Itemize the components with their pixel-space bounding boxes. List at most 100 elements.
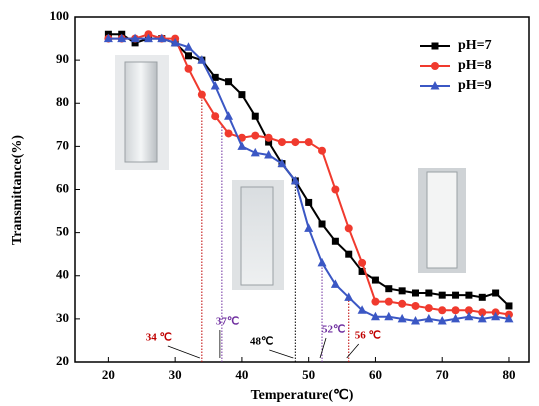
marker xyxy=(251,112,259,120)
marker xyxy=(345,250,353,258)
marker xyxy=(398,299,407,308)
marker xyxy=(438,291,446,299)
annotation-label: 52℃ xyxy=(322,324,345,336)
annotation-arrow xyxy=(269,349,294,359)
marker xyxy=(318,146,327,155)
x-tick-label: 70 xyxy=(436,367,449,382)
y-tick-label: 30 xyxy=(56,310,69,325)
marker xyxy=(103,33,113,43)
marker xyxy=(464,306,473,315)
x-tick-label: 80 xyxy=(502,367,515,382)
marker xyxy=(437,316,447,325)
marker xyxy=(330,279,340,288)
marker xyxy=(238,91,246,99)
marker xyxy=(170,37,180,47)
marker xyxy=(464,311,474,321)
marker xyxy=(425,289,433,297)
marker xyxy=(465,291,473,299)
y-tick-label: 90 xyxy=(56,51,69,66)
marker xyxy=(358,258,367,267)
marker xyxy=(184,64,193,73)
y-tick-label: 80 xyxy=(56,94,69,109)
marker xyxy=(210,81,220,90)
marker xyxy=(157,33,167,43)
marker xyxy=(130,33,140,43)
x-tick-label: 60 xyxy=(369,367,382,382)
marker xyxy=(224,129,233,138)
marker xyxy=(318,220,326,228)
marker xyxy=(370,311,380,321)
y-tick-label: 100 xyxy=(50,8,70,23)
series xyxy=(103,33,514,325)
marker xyxy=(117,33,127,43)
y-tick-label: 70 xyxy=(56,137,69,152)
marker xyxy=(438,306,447,315)
marker xyxy=(477,313,487,323)
marker xyxy=(305,198,313,206)
marker xyxy=(412,289,419,297)
marker xyxy=(304,223,314,232)
legend-marker xyxy=(431,62,439,70)
marker xyxy=(358,267,366,275)
marker xyxy=(265,138,273,146)
marker xyxy=(505,302,513,310)
y-tick-label: 50 xyxy=(56,224,69,239)
marker xyxy=(317,257,327,267)
y-tick-label: 40 xyxy=(56,267,69,282)
x-tick-label: 50 xyxy=(302,367,315,382)
legend-label: pH=7 xyxy=(458,38,492,53)
marker xyxy=(290,175,300,185)
y-axis-title: Transmittance(%) xyxy=(10,135,25,245)
marker xyxy=(371,276,379,284)
x-tick-label: 30 xyxy=(169,367,182,382)
annotation-label: 48℃ xyxy=(250,336,273,348)
marker xyxy=(478,308,487,317)
marker xyxy=(331,237,339,245)
marker xyxy=(277,138,286,147)
marker xyxy=(424,313,434,323)
marker xyxy=(344,292,354,301)
marker xyxy=(225,78,233,86)
marker xyxy=(184,42,193,51)
marker xyxy=(304,138,313,147)
marker xyxy=(251,131,260,140)
photo xyxy=(418,168,466,273)
marker xyxy=(264,133,273,142)
marker xyxy=(411,301,420,310)
marker xyxy=(264,150,274,159)
annotation-label: 37℃ xyxy=(216,316,239,328)
annotation-label: 56 ℃ xyxy=(355,330,381,342)
marker xyxy=(185,52,192,60)
marker xyxy=(451,306,460,315)
marker xyxy=(250,147,260,157)
y-tick-label: 20 xyxy=(56,353,69,368)
marker xyxy=(277,158,287,168)
annotation-arrow xyxy=(319,337,327,359)
y-tick-label: 60 xyxy=(56,180,69,195)
legend-label: pH=9 xyxy=(458,78,492,93)
marker xyxy=(331,185,340,194)
photo xyxy=(232,180,284,290)
marker xyxy=(197,55,207,64)
marker xyxy=(211,73,219,81)
annotation-arrow xyxy=(346,343,360,359)
annotation-arrow xyxy=(167,345,200,359)
marker xyxy=(237,141,247,150)
x-axis-title: Temperature(℃) xyxy=(251,388,354,403)
x-tick-label: 40 xyxy=(235,367,248,382)
marker xyxy=(491,311,501,321)
marker xyxy=(357,305,367,314)
legend-label: pH=8 xyxy=(458,58,492,73)
marker xyxy=(143,33,153,43)
marker xyxy=(211,112,220,121)
marker xyxy=(131,39,139,47)
marker xyxy=(478,293,486,301)
annotation-label: 34 ℃ xyxy=(146,332,172,344)
marker xyxy=(371,297,380,306)
marker xyxy=(451,313,461,323)
marker xyxy=(411,316,420,325)
photo xyxy=(115,55,169,170)
marker xyxy=(385,285,393,293)
marker xyxy=(344,224,353,233)
